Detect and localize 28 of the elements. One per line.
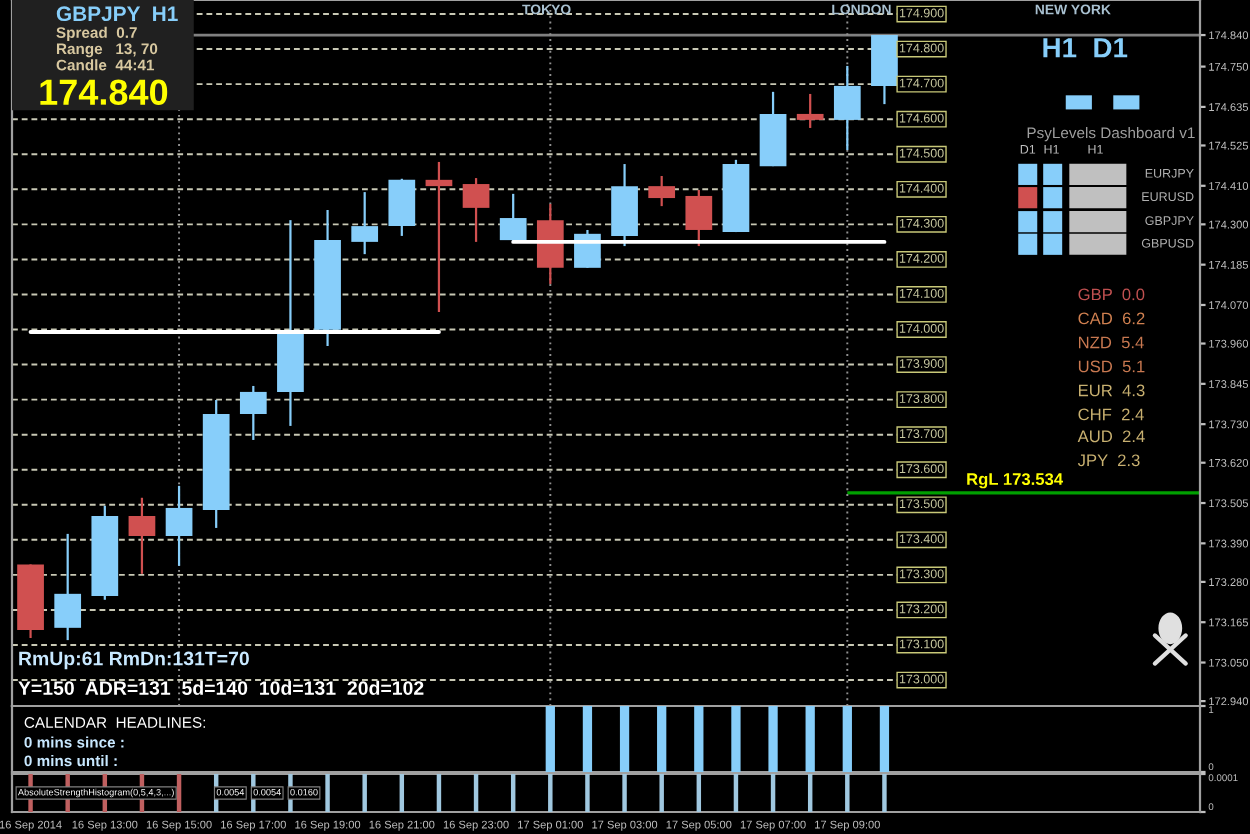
- annotation: EUR 4.3: [1079, 384, 1145, 397]
- annotation: 174.840: [40, 79, 168, 105]
- candlestick: [388, 177, 416, 238]
- candlestick: [239, 384, 267, 442]
- candlestick: [165, 484, 193, 567]
- candlestick: [499, 192, 527, 243]
- annotation: CAD 6.2: [1078, 312, 1145, 325]
- annotation: CHF 2.4: [1078, 408, 1144, 421]
- candlestick: [462, 176, 490, 243]
- annotation: JPY 2.3: [1077, 454, 1140, 467]
- annotation: H1 D1: [1043, 38, 1128, 58]
- candlestick: [685, 188, 713, 248]
- candlestick: [351, 190, 379, 256]
- candlestick: [648, 174, 676, 208]
- candlestick: [536, 202, 564, 286]
- annotation: AUD 2.4: [1077, 430, 1145, 443]
- candlestick: [796, 92, 824, 130]
- candlestick: [128, 496, 156, 575]
- candlestick: [833, 64, 861, 152]
- ref-line-label: RgL 173.534: [967, 473, 1064, 489]
- candlestick: [425, 160, 453, 314]
- annotation: USD 5.1: [1078, 360, 1145, 373]
- annotation: GBP 0.0: [1078, 288, 1145, 301]
- annotation: Y=150 ADR=131 5d=140 10d=131 20d=102: [18, 680, 424, 696]
- candlestick: [54, 532, 82, 642]
- annotation: GBPJPY H1: [56, 6, 178, 22]
- annotation: RmUp:61 RmDn:131T=70: [19, 651, 249, 670]
- annotation: NZD 5.4: [1079, 336, 1144, 349]
